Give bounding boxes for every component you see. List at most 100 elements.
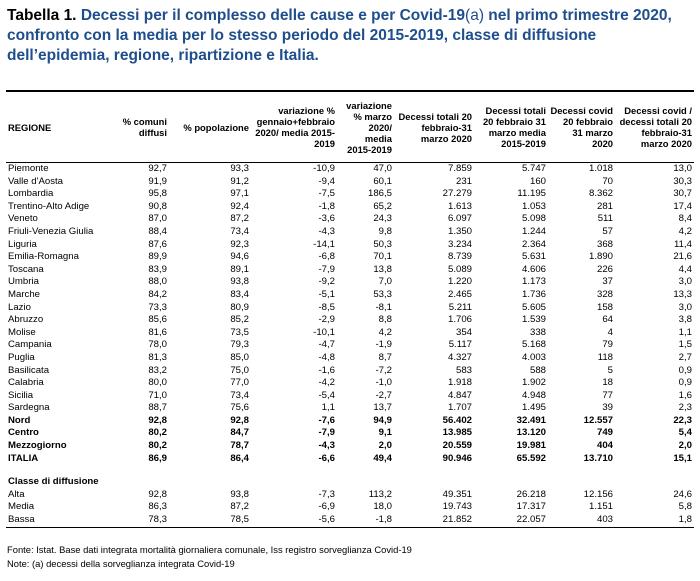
cell: 92,7: [148, 163, 167, 174]
cell: 70,1: [373, 251, 392, 263]
cell: 73,4: [230, 389, 249, 401]
cell: 22.057: [474, 514, 548, 528]
footer: Fonte: Istat. Base dati integrata mortal…: [7, 543, 412, 571]
cell: 87,6: [148, 238, 167, 250]
cell: 47,0: [373, 163, 392, 174]
row-label: Centro: [8, 427, 39, 439]
cell: 73,5: [230, 326, 249, 338]
cell: -2,9: [318, 314, 335, 326]
cell: 56.402: [442, 414, 472, 426]
cell: -7,9: [318, 427, 335, 439]
section-title: Classe di diffusione: [8, 476, 99, 488]
cell: 17,4: [673, 200, 692, 212]
cell: 13,0: [673, 163, 692, 174]
cell: -7,9: [318, 263, 335, 275]
row-label: Lombardia: [8, 188, 54, 200]
cell: 97,1: [230, 188, 249, 200]
cell: 80,2: [148, 440, 167, 452]
row-label: Campania: [8, 339, 52, 351]
title-note-ref: (a): [465, 7, 484, 24]
cell: 1.495: [521, 402, 546, 414]
cell: 80,2: [148, 427, 167, 439]
title-main: Decessi per il complesso delle cause e p…: [80, 7, 466, 24]
cell: 9,8: [378, 225, 392, 237]
table-row: Basilicata 83,2 75,0 -1,6 -7,2 583 588 5 0,9: [6, 365, 694, 378]
cell: 6.097: [447, 213, 472, 225]
cell: 8,7: [378, 351, 392, 363]
data-table: REGIONE% comuni diffusi% popolazione vari…: [6, 90, 694, 528]
cell: 94,6: [230, 251, 249, 263]
cell: -5,6: [251, 514, 337, 528]
cell: 39: [602, 402, 613, 414]
cell: 84,2: [148, 288, 167, 300]
row-label: Alta: [8, 488, 25, 500]
cell: 368: [596, 238, 613, 250]
cell: 3,0: [678, 301, 692, 313]
row-label: Abruzzo: [8, 314, 44, 326]
cell: 95,8: [148, 188, 167, 200]
cell: 5,4: [678, 427, 692, 439]
title-label: Tabella 1.: [7, 7, 77, 24]
column-header: Decessi totali 20 febbraio 31 marzo medi…: [474, 90, 548, 163]
cell: 77,0: [230, 377, 249, 389]
cell: 12.156: [583, 488, 613, 500]
cell: 57: [602, 225, 613, 237]
cell: 113,2: [368, 488, 392, 500]
cell: 86,3: [148, 501, 167, 513]
cell: 511: [597, 213, 613, 225]
cell: 60,1: [373, 175, 392, 187]
cell: 80,9: [230, 301, 249, 313]
cell: -4,2: [318, 377, 335, 389]
cell: 1,8: [615, 514, 694, 528]
cell: 4.003: [521, 351, 546, 363]
cell: 5.168: [521, 339, 546, 351]
cell: 2.364: [521, 238, 546, 250]
cell: 84,7: [230, 427, 249, 439]
cell: 75,0: [230, 364, 249, 376]
cell: 4.327: [447, 351, 472, 363]
column-header: % comuni diffusi: [119, 90, 169, 163]
cell: 73,3: [148, 301, 167, 313]
cell: 92,3: [230, 238, 249, 250]
table-row: Sardegna 88,7 75,6 1,1 13,7 1.707 1.495 39 2,3: [6, 402, 694, 415]
cell: 1,6: [678, 389, 692, 401]
cell: 2.465: [447, 288, 472, 300]
table-row: Media 86,3 87,2 -6,9 18,0 19.743 17.317 1.151 5,…: [6, 501, 694, 514]
cell: 88,7: [148, 402, 167, 414]
cell: 65.592: [516, 452, 546, 464]
cell: 18: [602, 377, 613, 389]
table-row: Lazio 73,3 80,9 -8,5 -8,1 5.211 5.605 158 3,0: [6, 302, 694, 315]
cell: 2,0: [378, 440, 392, 452]
cell: 18,0: [373, 501, 392, 513]
cell: -2,7: [375, 389, 392, 401]
column-header: % popolazione: [169, 90, 251, 163]
cell: 160: [529, 175, 546, 187]
cell: 1.613: [447, 200, 472, 212]
cell: 86,9: [148, 452, 167, 464]
cell: 83,2: [148, 364, 167, 376]
cell: 4.847: [447, 389, 472, 401]
cell: 13,3: [673, 288, 692, 300]
cell: 85,6: [148, 314, 167, 326]
title-rest: nel primo trimestre 2020, confronto con …: [7, 7, 672, 64]
cell: 21.852: [394, 514, 474, 528]
cell: 49.351: [442, 488, 472, 500]
cell: 2,3: [678, 402, 692, 414]
cell: 87,2: [230, 213, 249, 225]
table-row: Campania 78,0 79,3 -4,7 -1,9 5.117 5.168 79 1,5: [6, 339, 694, 352]
cell: 1.902: [521, 377, 546, 389]
cell: 50,3: [373, 238, 392, 250]
cell: 1,1: [678, 326, 692, 338]
table-row: Toscana 83,9 89,1 -7,9 13,8 5.089 4.606 226 4,4: [6, 264, 694, 277]
table-row: Centro 80,2 84,7 -7,9 9,1 13.985 13.120 749 5,4: [6, 427, 694, 440]
cell: 1.707: [447, 402, 472, 414]
cell: 2,7: [678, 351, 692, 363]
spacer-row: [6, 465, 694, 476]
row-label: Trentino-Alto Adige: [8, 200, 90, 212]
cell: 4: [607, 326, 613, 338]
cell: -4,3: [318, 440, 335, 452]
cell: 78,3: [119, 514, 169, 528]
table-row: Valle d'Aosta 91,9 91,2 -9,4 60,1 231 160 70 30,…: [6, 176, 694, 189]
cell: 92,8: [148, 488, 167, 500]
table-row: Nord 92,8 92,8 -7,6 94,9 56.402 32.491 12.557 22…: [6, 415, 694, 428]
